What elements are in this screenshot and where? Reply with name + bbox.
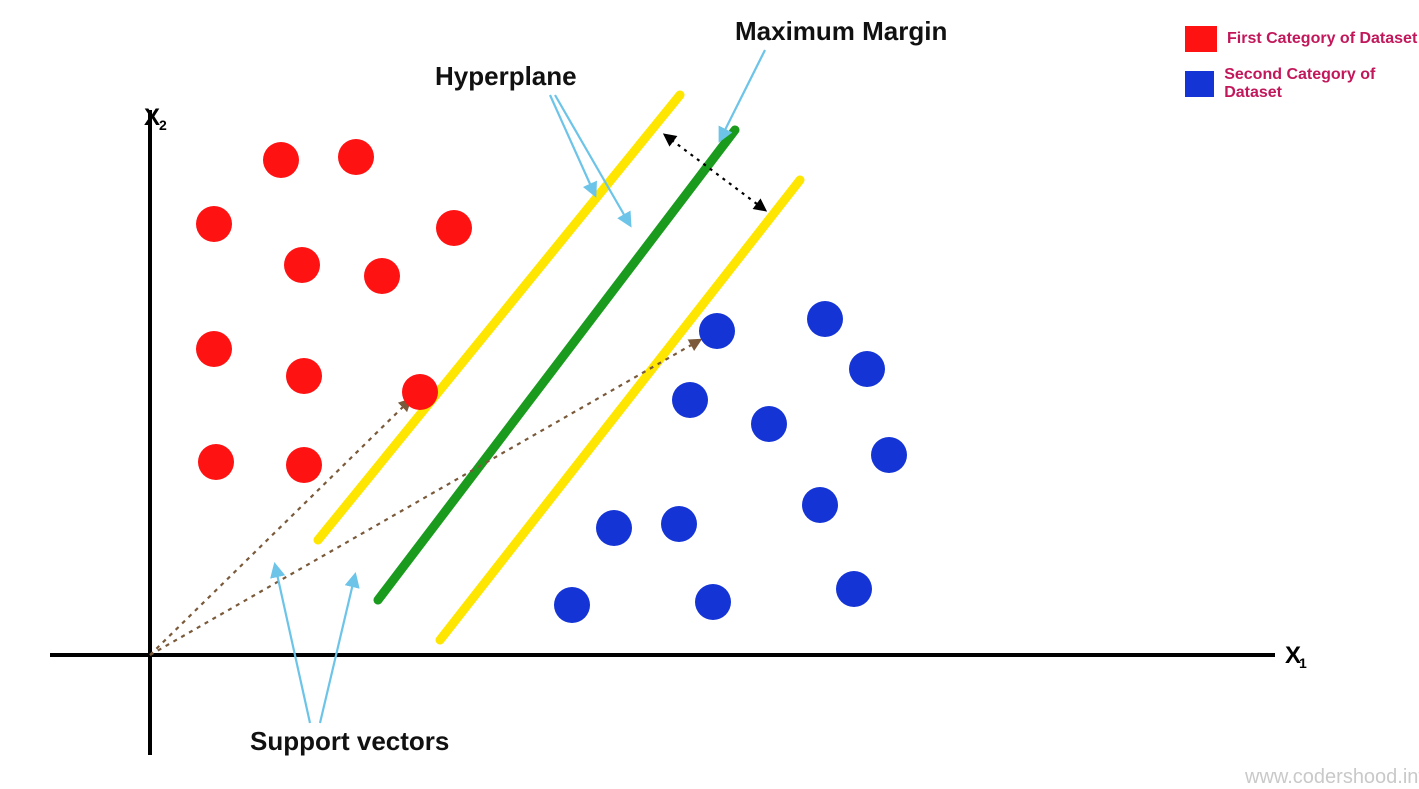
red-point [364,258,400,294]
red-point [436,210,472,246]
red-point [286,447,322,483]
svg-text:2: 2 [159,117,167,133]
red-point [263,142,299,178]
blue-point [802,487,838,523]
red-point [196,331,232,367]
hyperplane-label: Hyperplane [435,61,577,91]
blue-point [836,571,872,607]
maxmargin-label: Maximum Margin [735,16,947,46]
supportvectors-callout-arrow-1 [275,565,310,723]
red-point [338,139,374,175]
red-point [198,444,234,480]
y-axis-label: X [144,104,160,131]
blue-point [695,584,731,620]
blue-point [672,382,708,418]
blue-point [554,587,590,623]
legend-swatch [1185,71,1214,97]
margin_right-line [440,180,800,640]
svm-diagram: X1X2HyperplaneMaximum MarginSupport vect… [0,0,1419,788]
blue-point [699,313,735,349]
legend: First Category of Dataset Second Category… [1185,26,1419,116]
hyperplane-callout-arrow-2 [550,95,595,195]
legend-item: First Category of Dataset [1185,26,1419,52]
blue-point [871,437,907,473]
red-point [196,206,232,242]
legend-label: First Category of Dataset [1227,30,1417,48]
red-point [286,358,322,394]
blue-point [661,506,697,542]
svg-text:1: 1 [1299,655,1307,671]
watermark: www.codershood.info [1245,766,1419,789]
maxmargin-callout-arrow [720,50,765,140]
supportvectors-callout-arrow-2 [320,575,355,723]
blue-point [751,406,787,442]
blue-point [807,301,843,337]
blue-point [849,351,885,387]
support-vectors-label: Support vectors [250,726,449,756]
legend-item: Second Category of Dataset [1185,66,1419,102]
red-point [402,374,438,410]
red-point [284,247,320,283]
legend-label: Second Category of Dataset [1224,66,1419,102]
legend-swatch [1185,26,1217,52]
blue-point [596,510,632,546]
